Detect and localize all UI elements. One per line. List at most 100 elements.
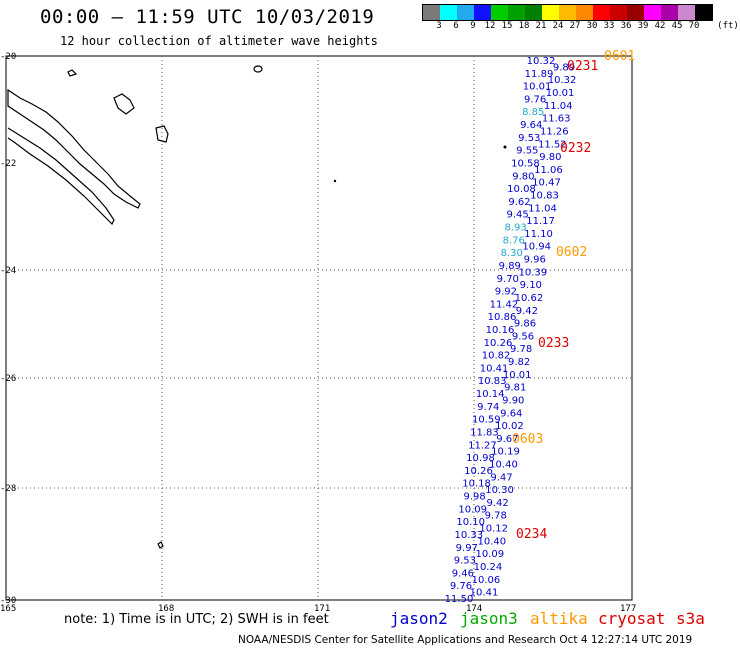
wave-height-value: 11.50 <box>445 594 474 605</box>
legend-swatch <box>542 5 559 20</box>
legend-tick-label: 42 <box>654 21 666 31</box>
wave-height-value: 10.83 <box>530 191 559 202</box>
legend-swatch <box>474 5 491 20</box>
wave-height-value: 9.97 <box>456 543 478 554</box>
wave-height-value: 10.58 <box>511 159 540 170</box>
legend-tick-label: 18 <box>518 21 530 31</box>
legend-swatch <box>627 5 644 20</box>
wave-height-value: 10.01 <box>523 82 552 93</box>
wave-height-value: 9.64 <box>500 408 522 419</box>
coastline-island-1 <box>113 93 135 115</box>
wave-height-value: 10.30 <box>485 485 514 496</box>
wave-height-value: 10.18 <box>462 479 491 490</box>
legend-swatch <box>457 5 474 20</box>
latitude-label: -24 <box>0 266 16 276</box>
wave-height-value: 9.76 <box>450 581 472 592</box>
wave-height-value: 11.52 <box>538 139 567 150</box>
satellite-altika: altika <box>530 609 588 628</box>
wave-height-value: 10.59 <box>472 415 501 426</box>
legend-tick-label: 45 <box>671 21 683 31</box>
legend-tick-label: 9 <box>470 21 476 31</box>
legend-tick-label: 3 <box>436 21 442 31</box>
wave-height-value: 10.26 <box>484 338 513 349</box>
wave-height-value: 10.10 <box>456 517 485 528</box>
wave-height-value: 9.98 <box>463 492 485 503</box>
coastline-new-caledonia <box>7 65 263 549</box>
wave-height-value: 9.96 <box>524 255 546 266</box>
wave-height-value: 9.10 <box>520 280 542 291</box>
coastline-island-5 <box>157 541 164 549</box>
chart-subtitle: 12 hour collection of altimeter wave hei… <box>60 34 378 48</box>
coastline-mainland <box>7 88 141 209</box>
longitude-label: 168 <box>158 604 174 614</box>
wave-height-value: 9.78 <box>510 344 532 355</box>
longitude-label: 174 <box>466 604 482 614</box>
legend-swatch <box>695 5 712 20</box>
wave-height-value: 9.53 <box>454 556 476 567</box>
coastline-island-3 <box>67 69 78 77</box>
legend-swatch <box>678 5 695 20</box>
wave-height-value: 9.42 <box>516 306 538 317</box>
latitude-label: -20 <box>0 52 16 62</box>
legend-swatch <box>593 5 610 20</box>
legend-tick-label: 70 <box>688 21 700 31</box>
wave-height-value: 10.19 <box>491 447 520 458</box>
map-frame <box>5 55 633 601</box>
wave-height-value: 10.62 <box>515 293 544 304</box>
wave-height-value: 10.02 <box>495 421 524 432</box>
wave-height-value: 10.41 <box>480 363 509 374</box>
wave-height-value: 10.26 <box>464 466 493 477</box>
legend-tick-label: 24 <box>552 21 564 31</box>
wave-height-value: 9.80 <box>512 171 534 182</box>
wave-height-value: 10.98 <box>466 453 495 464</box>
wave-height-value: 11.27 <box>468 440 497 451</box>
wave-height-value: 9.64 <box>520 120 542 131</box>
wave-height-value: 9.89 <box>553 62 575 73</box>
pass-time-label: 0234 <box>516 527 547 542</box>
gridlines <box>6 56 632 600</box>
satellite-cryosat: cryosat <box>598 609 666 628</box>
pass-labels: 0601 0231 0232 0602 0233 0603 0234 <box>512 49 635 542</box>
wave-height-value: 9.47 <box>490 472 512 483</box>
wave-height-value: 10.86 <box>488 312 517 323</box>
wave-height-value: 9.82 <box>508 357 530 368</box>
longitude-label: 165 <box>0 604 16 614</box>
wave-height-values: 10.329.8911.8910.3210.0110.019.7611.048.… <box>445 56 577 605</box>
wave-height-value: 9.89 <box>499 261 521 272</box>
wave-height-value: 10.16 <box>486 325 515 336</box>
wave-height-value: 10.12 <box>479 524 508 535</box>
wave-height-value: 11.26 <box>540 127 569 138</box>
chart-title: 00:00 – 11:59 UTC 10/03/2019 <box>40 6 375 28</box>
legend-swatch <box>491 5 508 20</box>
latitude-label: -22 <box>0 159 16 169</box>
wave-height-value: 9.70 <box>497 274 519 285</box>
wave-height-value: 10.32 <box>548 75 577 86</box>
wave-height-value: 10.24 <box>474 562 503 573</box>
island-dot-1 <box>333 179 337 183</box>
legend-swatch <box>661 5 678 20</box>
wave-height-value: 9.76 <box>524 94 546 105</box>
wave-height-value: 10.09 <box>475 549 504 560</box>
wave-height-value: 11.04 <box>544 101 573 112</box>
legend-tick-label: 12 <box>484 21 496 31</box>
wave-height-value: 10.94 <box>522 242 551 253</box>
pass-time-label: 0232 <box>560 141 591 156</box>
longitude-label: 171 <box>314 604 330 614</box>
wave-height-color-legend <box>422 4 713 21</box>
legend-swatch <box>508 5 525 20</box>
satellite-jason3: jason3 <box>460 609 518 628</box>
wave-height-value: 10.47 <box>532 178 561 189</box>
longitude-label: 177 <box>620 604 636 614</box>
legend-tick-label: 27 <box>569 21 581 31</box>
legend-unit: (ft) <box>717 21 739 31</box>
wave-height-value: 10.41 <box>470 588 499 599</box>
legend-swatch <box>440 5 457 20</box>
credit-footer: NOAA/NESDIS Center for Satellite Applica… <box>238 634 693 646</box>
wave-height-value: 11.63 <box>542 114 571 125</box>
wave-height-value: 9.45 <box>506 210 528 221</box>
wave-height-value: 11.89 <box>525 69 554 80</box>
wave-height-value: 9.62 <box>508 197 530 208</box>
wave-height-value: 11.10 <box>524 229 553 240</box>
latitude-label: -28 <box>0 484 16 494</box>
wave-height-value: 8.93 <box>504 223 526 234</box>
